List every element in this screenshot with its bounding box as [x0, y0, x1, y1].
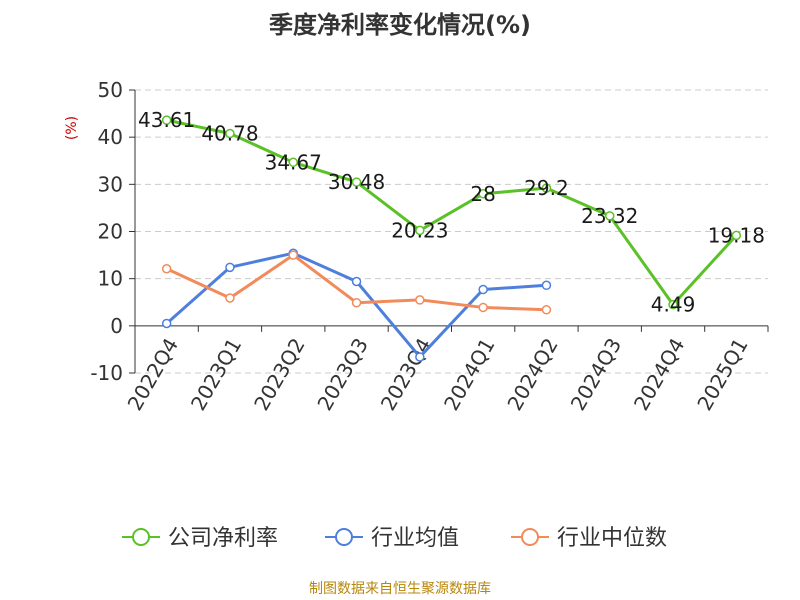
data-point — [415, 225, 425, 236]
series-line — [166, 118, 738, 307]
data-point — [415, 295, 425, 305]
y-tick-labels: -10 0 10 20 30 40 50 — [90, 78, 123, 385]
y-axis-unit-label: (%) — [64, 116, 80, 140]
x-tick-label: 2023Q3 — [312, 334, 372, 415]
y-tick-label: 0 — [110, 314, 123, 338]
data-point — [351, 177, 362, 187]
y-tick-label: 30 — [98, 172, 123, 196]
series-lines — [161, 115, 742, 362]
axes — [129, 89, 769, 374]
x-tick-label: 2024Q3 — [566, 334, 626, 415]
data-label: 19.18 — [708, 223, 765, 247]
legend-label: 公司净利率 — [168, 526, 278, 551]
data-point — [225, 128, 235, 139]
x-tick-label: 2024Q4 — [629, 334, 689, 415]
data-point — [225, 293, 235, 303]
legend-label: 行业中位数 — [557, 526, 667, 551]
data-point — [478, 302, 488, 313]
data-label: 4.49 — [651, 293, 696, 317]
data-label: 23.32 — [581, 204, 638, 228]
data-point — [351, 276, 362, 287]
data-point — [541, 305, 552, 315]
data-point — [225, 262, 235, 273]
data-point — [161, 115, 172, 125]
source-footer: 制图数据来自恒生聚源数据库 — [309, 581, 491, 597]
x-tick-label: 2024Q2 — [502, 334, 562, 415]
x-tick-label: 2023Q4 — [376, 334, 436, 415]
data-point — [161, 264, 172, 274]
data-point — [161, 318, 172, 329]
x-tick-label: 2023Q1 — [186, 334, 246, 415]
x-tick-label: 2024Q1 — [439, 334, 499, 415]
data-point — [288, 250, 298, 260]
y-tick-label: 10 — [98, 267, 123, 291]
data-label: 30.48 — [328, 170, 385, 194]
data-label: 43.61 — [138, 108, 195, 132]
data-point — [351, 297, 362, 308]
x-tick-label: 2025Q1 — [692, 334, 752, 415]
data-point — [288, 157, 298, 168]
y-tick-label: -10 — [90, 361, 123, 385]
data-label: 20.23 — [391, 218, 448, 242]
legend-label: 行业均值 — [371, 526, 459, 551]
data-point — [605, 211, 615, 221]
x-tick-label: 2023Q2 — [249, 334, 309, 415]
x-tick-labels: 2022Q4 2023Q1 2023Q2 2023Q3 2023Q4 2024Q1 2024… — [123, 334, 753, 415]
legend: 公司净利率 行业均值 行业中位数 — [122, 526, 667, 551]
x-tick-label: 2022Q4 — [123, 334, 183, 415]
chart-title: 季度净利率变化情况(%) — [269, 11, 531, 39]
y-tick-label: 50 — [98, 78, 123, 102]
data-point — [541, 280, 552, 291]
data-point — [668, 299, 678, 310]
legend-marker — [132, 528, 150, 546]
y-tick-label: 20 — [98, 220, 123, 244]
data-label: 34.67 — [265, 150, 322, 174]
data-point — [415, 352, 425, 362]
data-label: 29.2 — [524, 176, 569, 200]
data-point — [478, 189, 488, 199]
data-point — [731, 230, 742, 241]
y-tick-label: 40 — [98, 125, 123, 149]
legend-marker — [521, 528, 539, 546]
data-label: 40.78 — [201, 121, 258, 145]
data-point — [478, 284, 488, 295]
data-label: 28 — [470, 182, 495, 206]
legend-marker — [335, 528, 353, 546]
data-point — [541, 183, 552, 193]
